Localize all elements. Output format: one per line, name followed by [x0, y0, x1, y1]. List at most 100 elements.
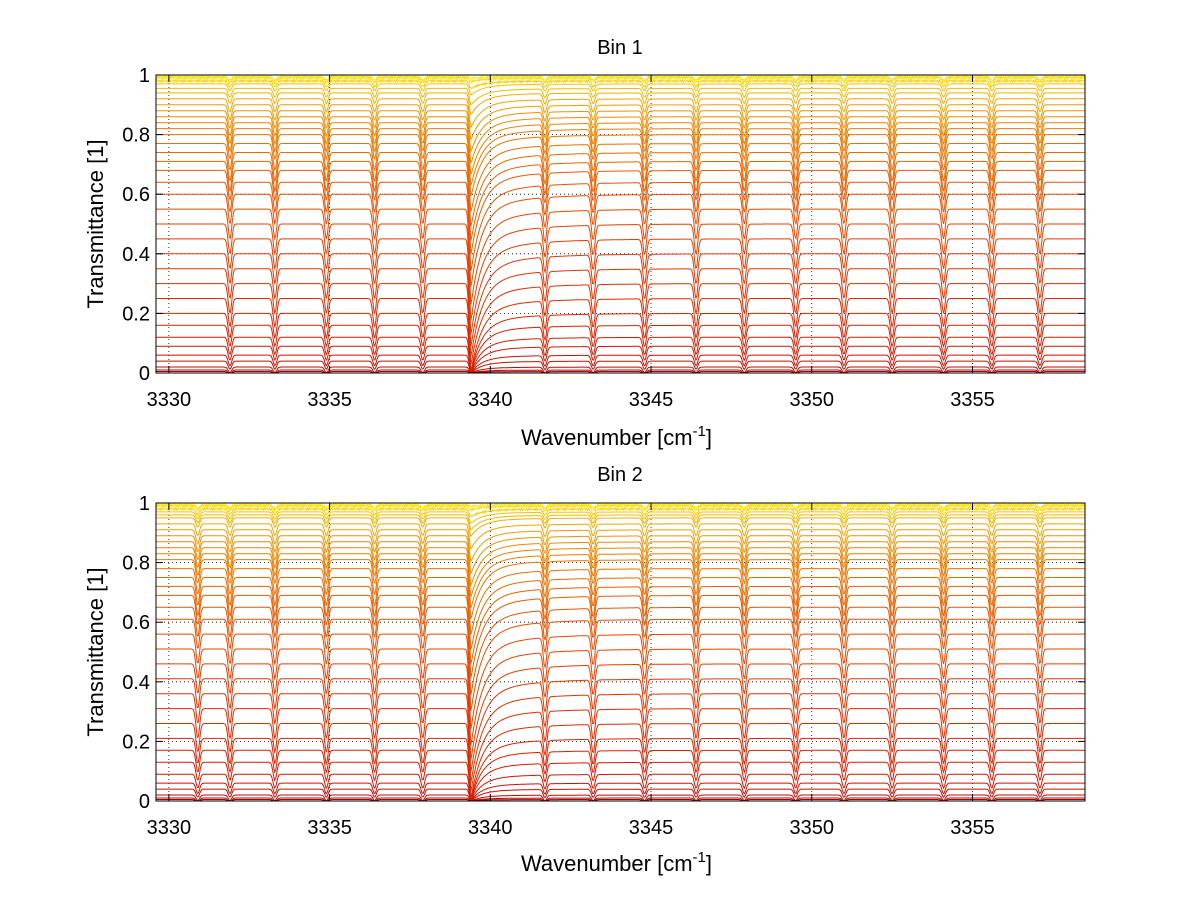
- series-line: [156, 723, 1085, 798]
- chart-bin-2: Bin 2 3330 3335 3340 3345 3350 3355 0 0.2 0.4 0.6…: [83, 464, 1086, 876]
- series-line: [156, 298, 1085, 371]
- x-axis-label: Wavenumber [cm-1]: [521, 849, 712, 876]
- y-axis-label: Transmittance [1]: [83, 567, 108, 736]
- series-line: [156, 541, 1085, 588]
- series-line: [156, 369, 1085, 374]
- series-line: [156, 116, 1085, 164]
- series-line: [156, 83, 1085, 96]
- series-line: [156, 208, 1085, 305]
- series-line: [156, 336, 1085, 374]
- series-line: [155, 502, 1086, 511]
- axis-ticks: 3330 3335 3340 3345 3350 3355 0 0.2 0.4 0.6 0.8 1: [122, 493, 1085, 839]
- series-line: [156, 618, 1085, 711]
- chart-bin-1: Bin 1 3330 3335 3340 3345 3350 3355 0 0.2 0.4 0.6…: [83, 37, 1086, 450]
- series-line: [156, 268, 1085, 357]
- series-line: [156, 547, 1085, 597]
- series-line: [156, 606, 1085, 695]
- y-tick-label: 0.2: [122, 303, 150, 325]
- series-line: [156, 782, 1085, 802]
- series-line: [156, 749, 1085, 800]
- y-tick-label: 1: [139, 65, 150, 87]
- series-line: [156, 98, 1085, 129]
- series-line: [156, 693, 1085, 783]
- series-line: [156, 354, 1085, 374]
- series-line: [156, 648, 1085, 746]
- series-line: [156, 633, 1085, 729]
- x-axis-label: Wavenumber [cm-1]: [521, 423, 712, 450]
- series-line: [156, 110, 1085, 154]
- x-tick-label: 3330: [147, 817, 192, 839]
- series-line: [156, 594, 1085, 678]
- series-line: [156, 523, 1085, 551]
- series-line: [155, 506, 1086, 518]
- x-tick-label: 3340: [468, 389, 513, 411]
- series-line: [156, 283, 1085, 365]
- series-line: [156, 535, 1085, 576]
- y-tick-label: 0.2: [122, 731, 150, 753]
- x-tick-label: 3335: [307, 389, 352, 411]
- series-line: [155, 78, 1086, 90]
- series-line: [156, 104, 1085, 141]
- series-line: [156, 181, 1085, 272]
- x-tick-label: 3350: [790, 817, 835, 839]
- series-line: [156, 324, 1085, 372]
- series-line: [156, 87, 1085, 106]
- x-tick-label: 3355: [950, 817, 995, 839]
- x-tick-label: 3340: [468, 817, 513, 839]
- axis-ticks: 3330 3335 3340 3345 3350 3355 0 0.2 0.4 0.6 0.8 1: [122, 65, 1085, 411]
- series-line: [156, 223, 1085, 321]
- series-line: [156, 134, 1085, 197]
- series-line: [156, 708, 1085, 792]
- plot-frame: [155, 74, 1086, 374]
- series-line: [156, 788, 1085, 802]
- series-line: [156, 169, 1085, 255]
- series-line: [156, 559, 1085, 619]
- series-line: [156, 360, 1085, 374]
- series-line: [156, 678, 1085, 772]
- y-tick-label: 1: [139, 493, 150, 515]
- series-line: [156, 511, 1085, 524]
- plot-frame: [155, 502, 1086, 802]
- y-tick-label: 0.8: [122, 553, 150, 575]
- x-tick-label: 3345: [629, 817, 674, 839]
- y-tick-label: 0.4: [122, 672, 150, 694]
- chart-title: Bin 2: [597, 464, 643, 486]
- x-tick-label: 3335: [307, 817, 352, 839]
- series-line: [156, 585, 1085, 665]
- series-group: [155, 502, 1086, 802]
- series-line: [156, 345, 1085, 374]
- y-tick-label: 0.4: [122, 244, 150, 266]
- x-tick-label: 3330: [147, 389, 192, 411]
- series-line: [156, 737, 1085, 800]
- series-line: [156, 238, 1085, 335]
- x-tick-label: 3350: [790, 389, 835, 411]
- series-line: [156, 160, 1085, 241]
- series-line: [156, 797, 1085, 802]
- series-line: [156, 794, 1085, 802]
- y-tick-label: 0.6: [122, 612, 150, 634]
- y-axis-label: Transmittance [1]: [83, 139, 108, 308]
- series-line: [156, 577, 1085, 650]
- series-line: [156, 92, 1085, 116]
- series-line: [156, 799, 1085, 802]
- series-line: [156, 253, 1085, 347]
- series-line: [156, 193, 1085, 287]
- series-line: [156, 529, 1085, 563]
- series-line: [156, 553, 1085, 609]
- series-line: [156, 568, 1085, 635]
- y-tick-label: 0.8: [122, 125, 150, 147]
- series-line: [156, 152, 1085, 227]
- y-tick-label: 0: [139, 363, 150, 385]
- series-line: [155, 74, 1086, 83]
- series-line: [156, 128, 1085, 186]
- series-line: [156, 663, 1085, 760]
- x-tick-label: 3345: [629, 389, 674, 411]
- chart-title: Bin 1: [597, 37, 643, 59]
- series-line: [156, 122, 1085, 175]
- x-tick-label: 3355: [950, 389, 995, 411]
- series-line: [156, 773, 1085, 802]
- series-line: [156, 143, 1085, 212]
- series-line: [156, 761, 1085, 802]
- series-line: [156, 517, 1085, 538]
